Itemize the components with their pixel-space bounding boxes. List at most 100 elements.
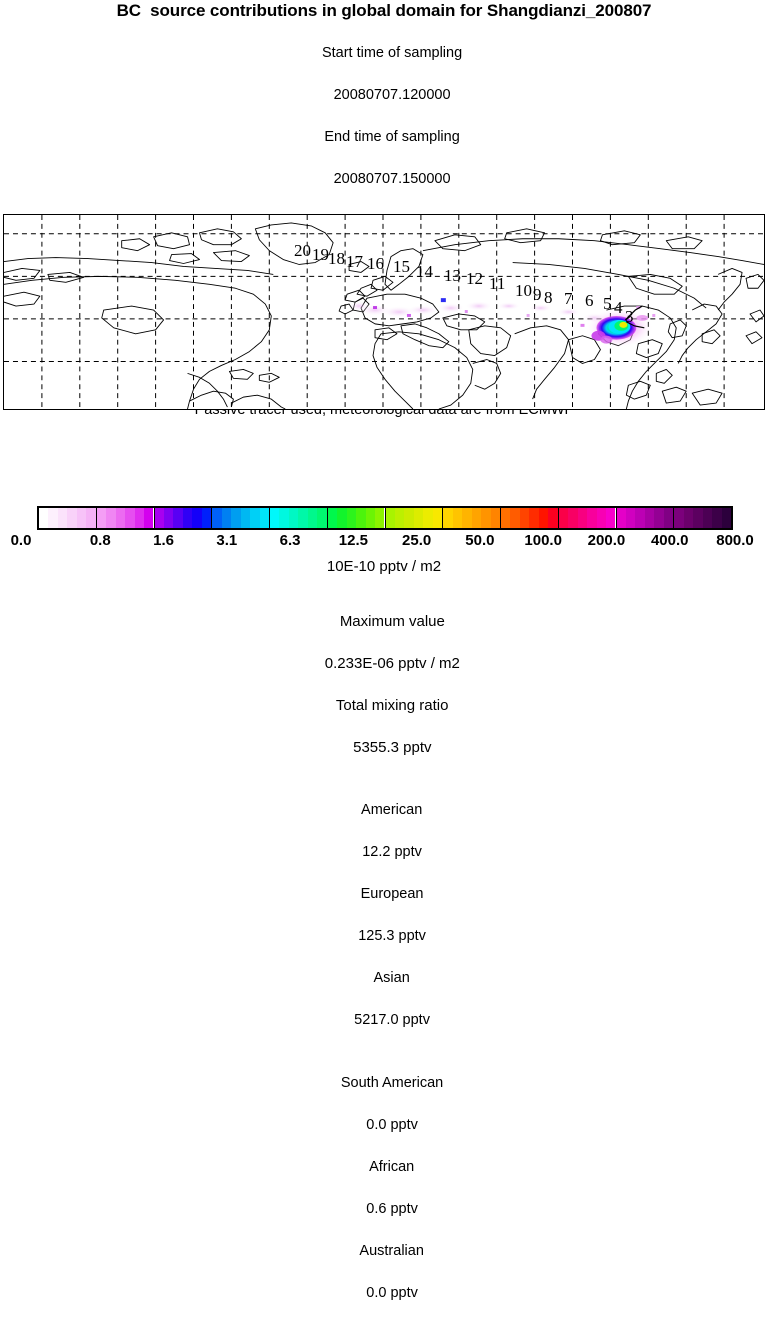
colorbar-step (231, 508, 241, 528)
colorbar-tick-400-0: 400.0 (650, 532, 689, 549)
colorbar-tick-0-8: 0.8 (89, 532, 111, 549)
colorbar-step (154, 508, 164, 528)
colorbar-step (327, 508, 338, 528)
trajectory-label-17: 17 (346, 252, 363, 271)
colorbar-step (317, 508, 327, 528)
trajectory-label-13: 13 (444, 266, 461, 285)
trajectory-label-5: 5 (603, 294, 612, 313)
trajectory-label-18: 18 (328, 249, 345, 268)
colorbar-tick-3-1: 3.1 (216, 532, 238, 549)
colorbar-step (201, 508, 212, 528)
colorbar-segment-3 (212, 508, 270, 528)
colorbar-step (279, 508, 289, 528)
colorbar-step (568, 508, 578, 528)
colorbar-segment-4 (270, 508, 328, 528)
colorbar-step (702, 508, 713, 528)
colorbar-step (481, 508, 491, 528)
colorbar-step (606, 508, 616, 528)
trajectory-label-16: 16 (367, 254, 384, 273)
sampling-time-line: Start time of sampling 20080707.120000 E… (0, 22, 768, 211)
stat-row-regions-1: American 12.2 pptv European 125.3 pptv A… (0, 779, 768, 1052)
map-gridlines (4, 215, 764, 409)
colorbar-step (558, 508, 569, 528)
colorbar-step (683, 508, 694, 528)
statistics-block: Maximum value 0.233E-06 pptv / m2 Total … (0, 590, 768, 1325)
colorbar-step (270, 508, 280, 528)
page-title: BC source contributions in global domain… (116, 1, 652, 20)
trajectory-label-3: 3 (625, 307, 634, 326)
colorbar-step (337, 508, 347, 528)
end-time-label: End time of sampling (324, 129, 460, 145)
colorbar-step (115, 508, 126, 528)
colorbar-tick-50-0: 50.0 (465, 532, 495, 549)
colorbar-unit-label: 10E-10 pptv / m2 (326, 558, 442, 575)
colorbar-step (259, 508, 269, 528)
colorbar-step (39, 508, 49, 528)
region-name-south-american: South American (340, 1075, 444, 1091)
region-name-european: European (360, 886, 424, 902)
colorbar-step (96, 508, 107, 528)
colorbar (37, 506, 733, 530)
colorbar-tick-labels: 0.0 0.8 1.6 3.1 6.3 12.5 25.0 50.0 100.0 200.0 400… (0, 533, 768, 551)
total-mixing-value: 5355.3 pptv (353, 739, 432, 756)
colorbar-step (288, 508, 299, 528)
colorbar-step (693, 508, 703, 528)
trajectory-label-11: 11 (489, 274, 506, 293)
colorbar-segment-9 (558, 508, 617, 528)
colorbar-step (134, 508, 145, 528)
region-value-american: 12.2 pptv (362, 844, 422, 860)
colorbar-segment-7 (443, 508, 501, 528)
trajectory-label-7: 7 (564, 289, 573, 308)
colorbar-tick-25-0: 25.0 (402, 532, 432, 549)
colorbar-tick-100-0: 100.0 (524, 532, 562, 549)
colorbar-step (57, 508, 68, 528)
colorbar-step (616, 508, 626, 528)
colorbar-step (490, 508, 500, 528)
colorbar-tick-6-3: 6.3 (279, 532, 301, 549)
colorbar-step (394, 508, 405, 528)
colorbar-segment-5 (327, 508, 386, 528)
colorbar-step (250, 508, 260, 528)
colorbar-wrapper (37, 506, 733, 530)
region-name-asian: Asian (373, 970, 410, 986)
colorbar-step (375, 508, 385, 528)
colorbar-step (144, 508, 154, 528)
colorbar-step (423, 508, 433, 528)
trajectory-label-19: 19 (312, 245, 329, 264)
colorbar-step (462, 508, 472, 528)
world-map-panel: 20 19 18 17 16 15 14 13 12 11 10 9 8 7 6 5 4 3 (3, 214, 765, 410)
colorbar-tick-800-0: 800.0 (716, 532, 754, 549)
region-value-african: 0.6 pptv (366, 1201, 418, 1217)
colorbar-step (721, 508, 731, 528)
colorbar-step (67, 508, 77, 528)
colorbar-step (529, 508, 539, 528)
trajectory-label-9: 9 (533, 285, 542, 304)
region-name-american: American (361, 802, 423, 818)
trajectory-label-6: 6 (585, 291, 594, 310)
colorbar-step (510, 508, 520, 528)
colorbar-step (173, 508, 183, 528)
trajectory-label-8: 8 (544, 288, 553, 307)
colorbar-step (346, 508, 357, 528)
world-map-svg (4, 215, 764, 409)
colorbar-step (674, 508, 684, 528)
colorbar-segment-6 (385, 508, 444, 528)
colorbar-step (106, 508, 116, 528)
colorbar-step (192, 508, 202, 528)
colorbar-step (76, 508, 87, 528)
colorbar-step (663, 508, 674, 528)
region-value-south-american: 0.0 pptv (366, 1117, 418, 1133)
region-name-african: African (369, 1159, 415, 1175)
colorbar-step (413, 508, 424, 528)
colorbar-step (125, 508, 135, 528)
colorbar-segment-2 (154, 508, 213, 528)
colorbar-tick-0-0: 0.0 (10, 532, 32, 549)
stat-row-max: Maximum value 0.233E-06 pptv / m2 Total … (0, 590, 768, 779)
start-time-value: 20080707.120000 (333, 87, 451, 103)
max-value-label: Maximum value (339, 613, 445, 630)
max-value: 0.233E-06 pptv / m2 (324, 655, 460, 672)
colorbar-step (548, 508, 558, 528)
colorbar-tick-12-5: 12.5 (338, 532, 368, 549)
colorbar-segment-10 (616, 508, 675, 528)
colorbar-segment-11 (674, 508, 731, 528)
